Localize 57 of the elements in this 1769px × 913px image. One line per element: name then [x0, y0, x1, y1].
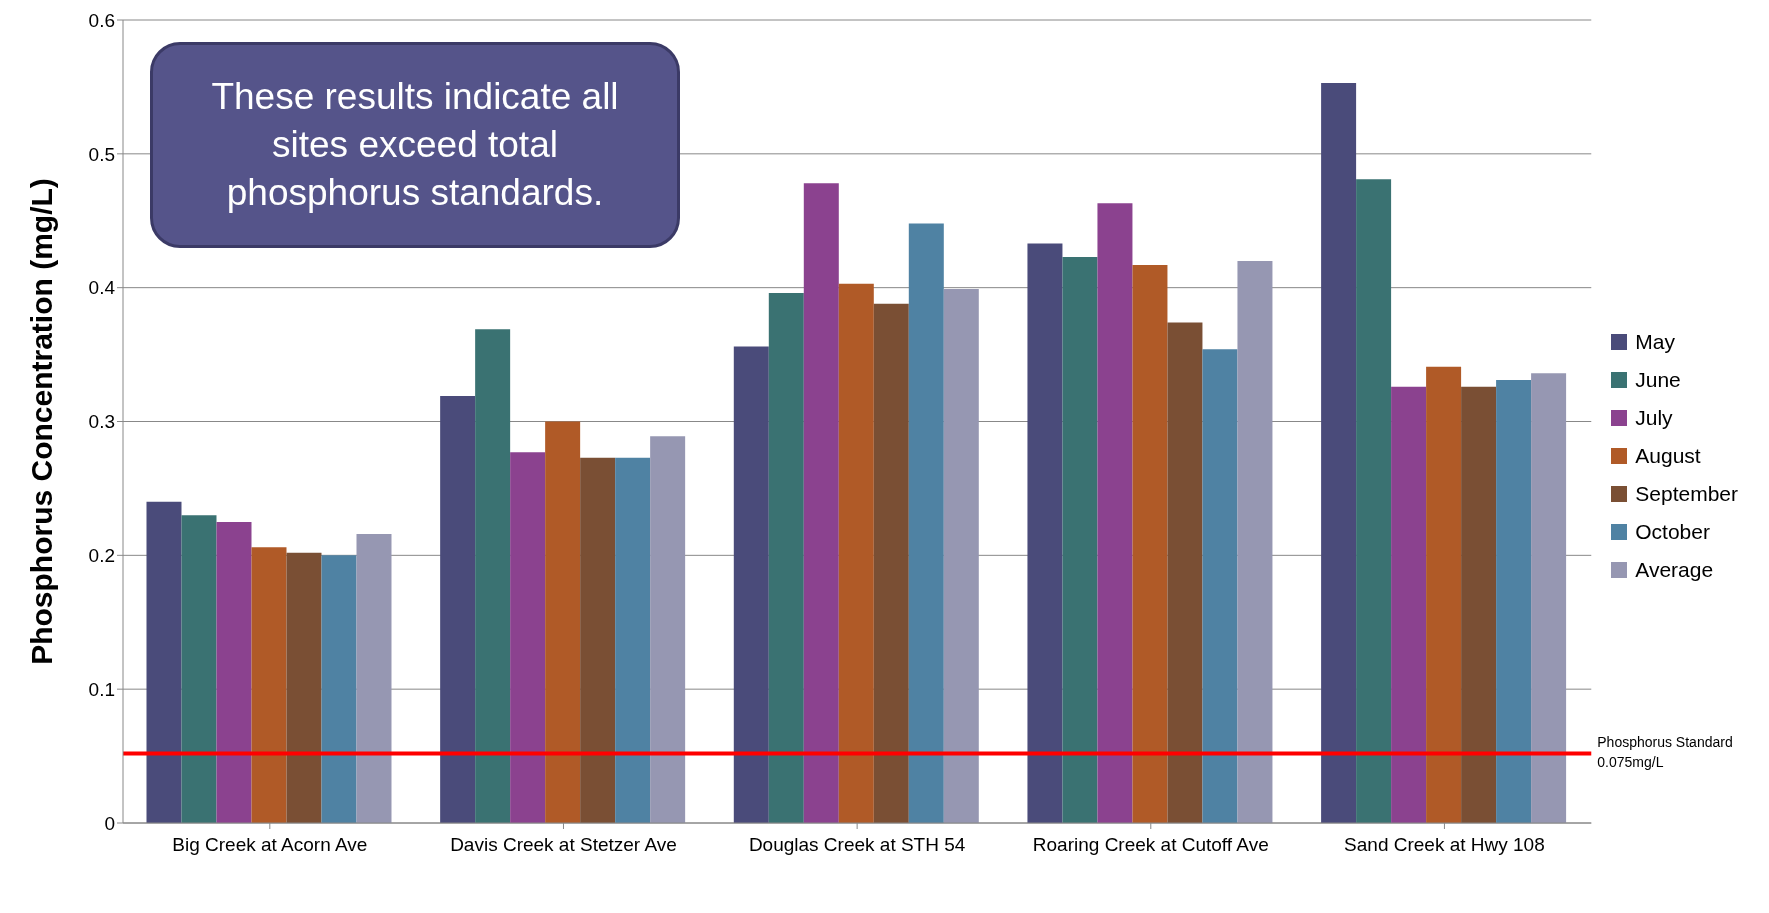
y-tick-label: 0.6 [88, 9, 115, 31]
bar [321, 555, 357, 823]
bar [510, 452, 546, 823]
bar [356, 533, 392, 823]
bar [873, 303, 909, 823]
bar [838, 283, 874, 823]
x-tick-label: Douglas Creek at STH 54 [748, 834, 966, 855]
callout-box: These results indicate all sites exceed total phosphorus standards. [150, 42, 680, 248]
bar [1391, 386, 1427, 823]
legend-label: Average [1635, 557, 1714, 582]
bar [440, 396, 476, 823]
bar [580, 457, 616, 823]
bar [1237, 260, 1273, 823]
bar [286, 552, 322, 823]
bar [1202, 349, 1238, 823]
bar [768, 293, 804, 823]
x-tick-label: Roaring Creek at Cutoff Ave [1032, 834, 1269, 855]
bar [1132, 264, 1168, 823]
y-tick-label: 0.1 [88, 678, 115, 700]
bar [545, 421, 581, 823]
y-tick-label: 0.4 [88, 277, 116, 299]
ref-line-label: Phosphorus Standard 0.075mg/L [1597, 734, 1733, 771]
legend-label: October [1635, 519, 1710, 544]
bar [1167, 322, 1203, 823]
bar [1097, 203, 1133, 823]
bar [1531, 373, 1567, 823]
legend-label: September [1635, 481, 1738, 506]
bar [1062, 256, 1098, 823]
bar [1027, 243, 1063, 823]
bar [1321, 82, 1357, 823]
bar [803, 183, 839, 823]
bar [146, 501, 182, 823]
bar [216, 521, 252, 823]
x-tick-label: Big Creek at Acorn Ave [172, 834, 368, 855]
legend-label: May [1635, 329, 1675, 354]
bar [1496, 380, 1532, 823]
bar [943, 289, 979, 823]
bar [251, 547, 287, 823]
bar [650, 436, 686, 823]
bar [733, 346, 769, 823]
y-tick-label: 0 [104, 812, 115, 834]
legend-label: August [1635, 443, 1701, 468]
y-tick-label: 0.5 [88, 143, 115, 165]
x-tick-label: Davis Creek at Stetzer Ave [450, 834, 677, 855]
y-axis-title: Phosphorus Concentration (mg/L) [24, 178, 58, 665]
legend-label: June [1635, 367, 1681, 392]
bar [615, 457, 651, 823]
y-tick-label: 0.3 [88, 411, 115, 433]
bar [475, 329, 511, 823]
y-tick-label: 0.2 [88, 545, 115, 567]
x-tick-label: Sand Creek at Hwy 108 [1344, 834, 1545, 855]
bar [181, 515, 217, 823]
legend-label: July [1635, 405, 1673, 430]
bar [908, 223, 944, 823]
bar [1356, 179, 1392, 823]
bar [1426, 366, 1462, 823]
bar [1461, 386, 1497, 823]
